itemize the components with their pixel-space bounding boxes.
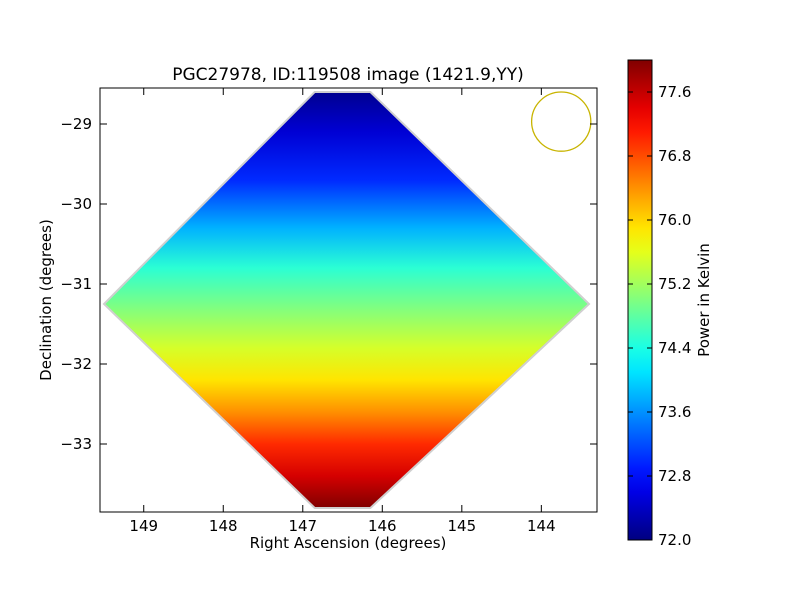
y-tick-label: −33 — [60, 435, 92, 453]
x-tick-label: 145 — [447, 517, 476, 535]
y-tick-label: −30 — [60, 195, 92, 213]
y-tick-label: −31 — [60, 275, 92, 293]
chart-title: PGC27978, ID:119508 image (1421.9,YY) — [172, 65, 524, 85]
colorbar-tick-label: 72.8 — [658, 467, 691, 485]
x-tick-label: 146 — [368, 517, 397, 535]
x-tick-label: 149 — [129, 517, 158, 535]
x-axis-label: Right Ascension (degrees) — [250, 534, 447, 552]
colorbar-tick-label: 72.0 — [658, 531, 691, 549]
colorbar-tick-label: 73.6 — [658, 403, 691, 421]
x-tick-label: 144 — [527, 517, 556, 535]
x-tick-label: 148 — [209, 517, 238, 535]
sky-footprint — [102, 91, 591, 509]
colorbar-tick-label: 75.2 — [658, 275, 691, 293]
colorbar-tick-label: 76.8 — [658, 147, 691, 165]
x-tick-label: 147 — [288, 517, 317, 535]
y-tick-label: −32 — [60, 355, 92, 373]
y-tick-label: −29 — [60, 115, 92, 133]
y-axis-ticks: −29 −30 −31 −32 −33 — [60, 115, 597, 453]
colorbar-label: Power in Kelvin — [695, 243, 713, 357]
y-axis-label: Declination (degrees) — [37, 219, 55, 381]
colorbar-tick-label: 76.0 — [658, 211, 691, 229]
colorbar-tick-label: 77.6 — [658, 83, 691, 101]
plot-axes-frame — [99, 87, 598, 513]
colorbar-ticks: 72.0 72.8 73.6 74.4 75.2 76.0 76.8 77.6 — [628, 83, 691, 549]
beam-circle — [530, 91, 592, 152]
colorbar-tick-label: 74.4 — [658, 339, 691, 357]
x-axis-ticks: 149 148 147 146 145 144 — [129, 88, 556, 535]
colorbar — [627, 59, 653, 541]
